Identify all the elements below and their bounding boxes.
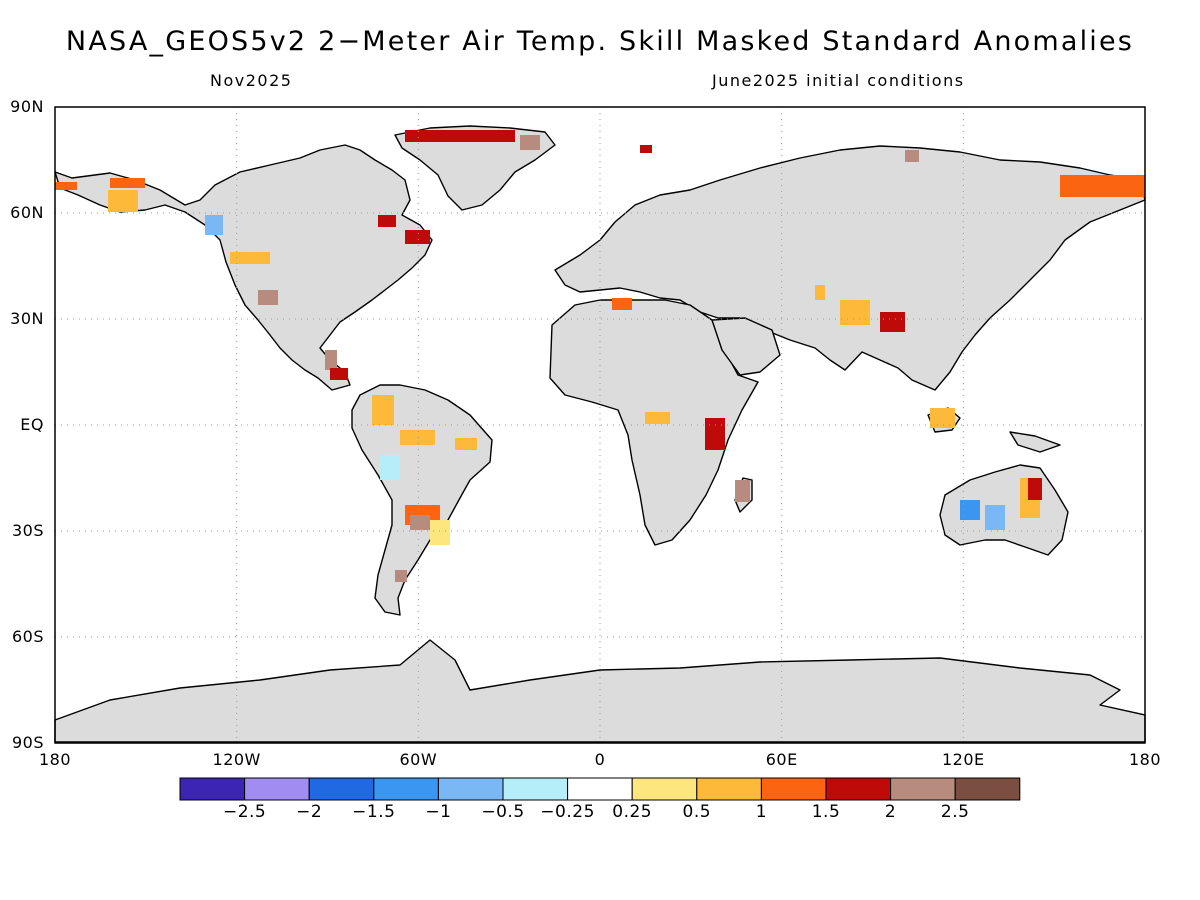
colorbar-label: 2.5 xyxy=(940,802,970,822)
longitude-label: 60W xyxy=(399,750,438,769)
anomaly-patch xyxy=(330,368,348,380)
anomaly-patch xyxy=(400,430,435,445)
anomaly-patch xyxy=(1060,175,1145,197)
anomaly-patch xyxy=(380,455,400,480)
anomaly-patch xyxy=(640,145,652,153)
colorbar-label: 0.25 xyxy=(612,802,653,822)
anomaly-patch xyxy=(230,252,270,264)
initial-conditions: June2025 initial conditions xyxy=(712,71,965,90)
colorbar-swatch xyxy=(179,777,246,801)
colorbar-label: −1 xyxy=(425,802,452,822)
new-guinea-landmass xyxy=(1009,431,1061,453)
colorbar-label: −2 xyxy=(296,802,323,822)
anomaly-patch xyxy=(405,130,515,142)
longitude-label: 180 xyxy=(38,750,72,769)
map-title: NASA_GEOS5v2 2−Meter Air Temp. Skill Mas… xyxy=(65,26,1135,57)
anomaly-patch xyxy=(815,285,825,300)
colorbar-swatch xyxy=(890,777,956,801)
greenland-landmass xyxy=(394,125,556,211)
colorbar-label: −2.5 xyxy=(222,802,267,822)
anomaly-patch xyxy=(430,520,450,545)
colorbar-swatch xyxy=(825,777,892,801)
anomaly-patch xyxy=(372,395,394,425)
anomaly-patch xyxy=(395,570,407,582)
latitude-label: 90S xyxy=(11,733,44,752)
colorbar-swatch xyxy=(437,777,504,801)
colorbar-swatch xyxy=(760,777,827,801)
colorbar-label: −0.25 xyxy=(540,802,595,822)
longitude-label: 60E xyxy=(765,750,798,769)
anomaly-patch xyxy=(880,312,905,332)
latitude-label: 60S xyxy=(11,627,44,646)
anomaly-patch xyxy=(840,300,870,325)
anomaly-patch xyxy=(378,215,396,227)
anomaly-patch xyxy=(110,178,145,188)
antarctica-landmass xyxy=(54,639,1146,743)
arabia-landmass xyxy=(711,317,781,376)
longitude-label: 120W xyxy=(212,750,261,769)
anomaly-patch xyxy=(325,350,337,370)
longitude-label: 0 xyxy=(594,750,606,769)
colorbar-label: −1.5 xyxy=(352,802,396,822)
colorbar-swatch xyxy=(244,777,310,801)
colorbar-label: 1.5 xyxy=(811,802,841,822)
anomaly-patch xyxy=(735,480,750,502)
latitude-label: 30N xyxy=(10,309,44,328)
map-frame xyxy=(54,106,1146,744)
colorbar-swatch xyxy=(567,777,633,801)
colorbar-label: 2 xyxy=(884,802,897,822)
anomaly-patch xyxy=(108,190,138,212)
anomaly-patch xyxy=(985,505,1005,530)
anomaly-patch xyxy=(705,418,725,450)
colorbar-swatch xyxy=(696,777,762,801)
anomaly-patch xyxy=(455,438,477,450)
anomaly-patch xyxy=(258,290,278,305)
anomaly-patch xyxy=(1028,478,1042,500)
anomaly-patch xyxy=(930,408,955,428)
anomaly-patch xyxy=(960,500,980,520)
anomaly-patch xyxy=(410,515,430,530)
colorbar-label: −0.5 xyxy=(481,802,525,822)
colorbar-label: 0.5 xyxy=(682,802,712,822)
anomaly-patch xyxy=(520,135,540,150)
colorbar-swatch xyxy=(954,777,1021,801)
eurasia-landmass xyxy=(554,145,1146,391)
latitude-label: EQ xyxy=(20,415,44,434)
anomaly-patch xyxy=(205,215,223,235)
latitude-label: 60N xyxy=(10,203,44,222)
colorbar-swatch xyxy=(502,777,569,801)
anomaly-patch xyxy=(905,150,919,162)
anomaly-patch xyxy=(612,298,632,310)
anomaly-patch xyxy=(55,182,77,190)
latitude-label: 30S xyxy=(11,521,44,540)
anomaly-patch xyxy=(645,412,670,424)
colorbar-swatch xyxy=(373,777,439,801)
colorbar-swatch xyxy=(308,777,375,801)
forecast-month: Nov2025 xyxy=(210,71,293,90)
latitude-label: 90N xyxy=(10,97,44,116)
longitude-label: 120E xyxy=(941,750,985,769)
colorbar-label: 1 xyxy=(755,802,768,822)
longitude-label: 180 xyxy=(1128,750,1162,769)
anomaly-patch xyxy=(405,230,430,244)
colorbar-swatch xyxy=(631,777,698,801)
